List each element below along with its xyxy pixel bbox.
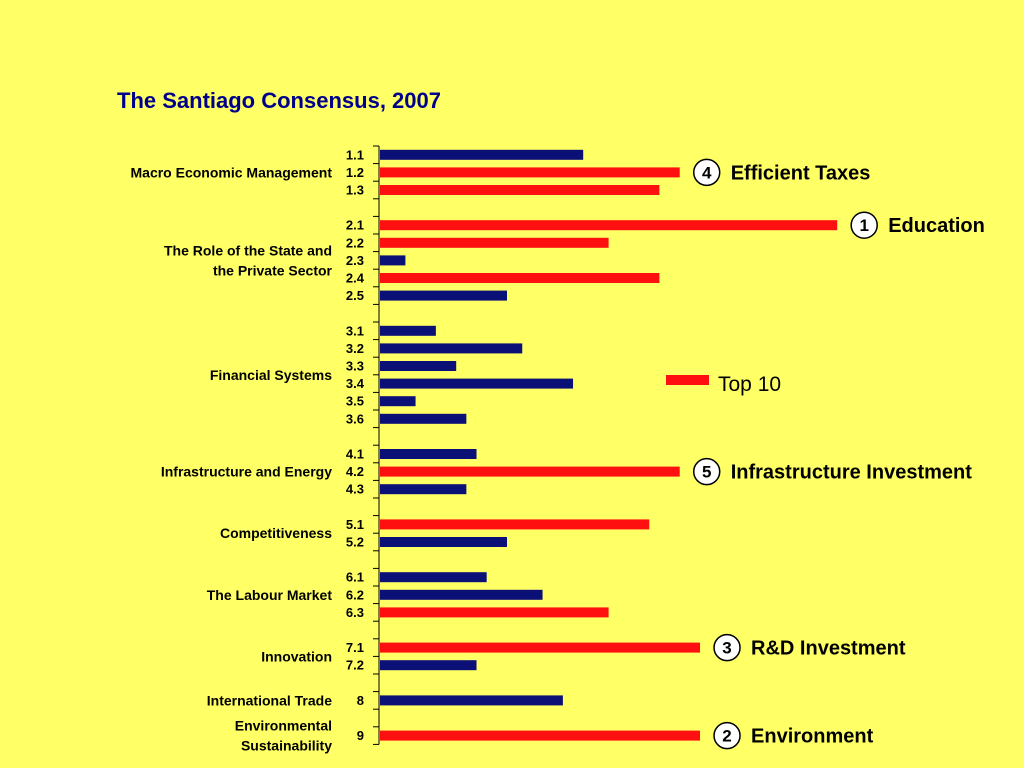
bar-6.2: [380, 589, 543, 600]
bar-1.1: [380, 149, 584, 160]
category-label: 3.4: [346, 376, 365, 391]
bar-1.2: [380, 167, 680, 178]
bar-2.3: [380, 255, 406, 266]
rank-number: 4: [702, 163, 712, 182]
rank-badge: [713, 633, 741, 662]
legend-label: Top 10: [718, 373, 781, 396]
bar-3.5: [380, 396, 416, 407]
rank-number: 1: [859, 216, 868, 235]
bar-3.2: [380, 343, 523, 354]
group-label: The Labour Market: [207, 587, 333, 603]
bar-2.5: [380, 290, 507, 301]
category-label: 7.1: [346, 640, 364, 655]
bar-7.1: [380, 642, 701, 653]
bar-6.3: [380, 607, 609, 618]
bars: [380, 149, 838, 741]
bar-9: [380, 730, 701, 741]
category-label: 8: [357, 693, 364, 708]
category-label: 4.3: [346, 482, 364, 497]
bar-6.1: [380, 572, 487, 583]
category-label: 4.2: [346, 464, 364, 479]
group-label: Financial Systems: [210, 367, 332, 383]
axis: [373, 145, 380, 745]
category-label: 2.5: [346, 288, 364, 303]
rank-badge: [713, 721, 741, 750]
bar-2.4: [380, 273, 660, 283]
category-label: 6.1: [346, 570, 364, 585]
category-label: 2.1: [346, 218, 364, 233]
rank-badge: [692, 158, 721, 187]
labels: 1.1 1.2 1.3 Macro Economic Management 2.1 2.2…: [131, 147, 365, 753]
bar-2.1: [380, 220, 838, 231]
bar-3.1: [380, 325, 436, 336]
group-label: Macro Economic Management: [131, 164, 333, 180]
annotations: 1 Education 2 Environment 3 R&D Investment 4 Ef…: [692, 158, 985, 750]
bar-3.3: [380, 361, 457, 371]
category-label: 6.2: [346, 587, 364, 602]
category-label: 1.3: [346, 183, 364, 198]
annotation-label: Environment: [751, 726, 874, 748]
category-label: 3.6: [346, 411, 364, 426]
group-label: Environmental Sustainability: [235, 718, 332, 754]
rank-number: 2: [722, 727, 731, 746]
category-label: 1.2: [346, 165, 364, 180]
annotation-label: Efficient Taxes: [731, 162, 871, 184]
category-label: 4.1: [346, 447, 364, 462]
annotation-label: Infrastructure Investment: [731, 462, 973, 484]
legend: Top 10: [666, 373, 781, 396]
bar-4.2: [380, 466, 680, 477]
annotation-label: R&D Investment: [751, 638, 906, 660]
bar-4.1: [380, 449, 477, 459]
category-label: 3.1: [346, 323, 364, 338]
group-label: Infrastructure and Energy: [161, 464, 332, 480]
rank-number: 5: [702, 463, 711, 482]
category-label: 2.2: [346, 235, 364, 250]
group-label: The Role of the State and the Private Sec…: [164, 242, 333, 278]
bar-5.1: [380, 519, 650, 530]
bar-2.2: [380, 237, 609, 248]
bar-3.6: [380, 413, 467, 424]
bar-3.4: [380, 378, 574, 389]
group-label: Innovation: [261, 648, 332, 664]
category-label: 2.3: [346, 253, 364, 268]
group-label: Competitiveness: [220, 525, 332, 541]
chart-title: The Santiago Consensus, 2007: [117, 88, 441, 113]
category-label: 6.3: [346, 605, 364, 620]
category-label: 1.1: [346, 147, 364, 162]
legend-swatch: [666, 375, 709, 385]
category-label: 5.2: [346, 535, 364, 550]
rank-badge: [850, 211, 878, 239]
category-label: 7.2: [346, 658, 364, 673]
category-label: 2.4: [346, 271, 365, 286]
category-label: 9: [357, 728, 364, 743]
bar-1.3: [380, 185, 660, 195]
category-label: 3.2: [346, 341, 364, 356]
category-label: 5.1: [346, 517, 364, 532]
rank-badge: [692, 457, 721, 486]
bar-5.2: [380, 537, 507, 547]
annotation-label: Education: [888, 215, 985, 237]
group-label: International Trade: [207, 692, 332, 708]
bar-7.2: [380, 660, 477, 671]
bar-8: [380, 695, 563, 706]
category-label: 3.5: [346, 394, 364, 409]
category-label: 3.3: [346, 359, 364, 374]
bar-4.3: [380, 484, 467, 495]
rank-number: 3: [722, 639, 731, 658]
